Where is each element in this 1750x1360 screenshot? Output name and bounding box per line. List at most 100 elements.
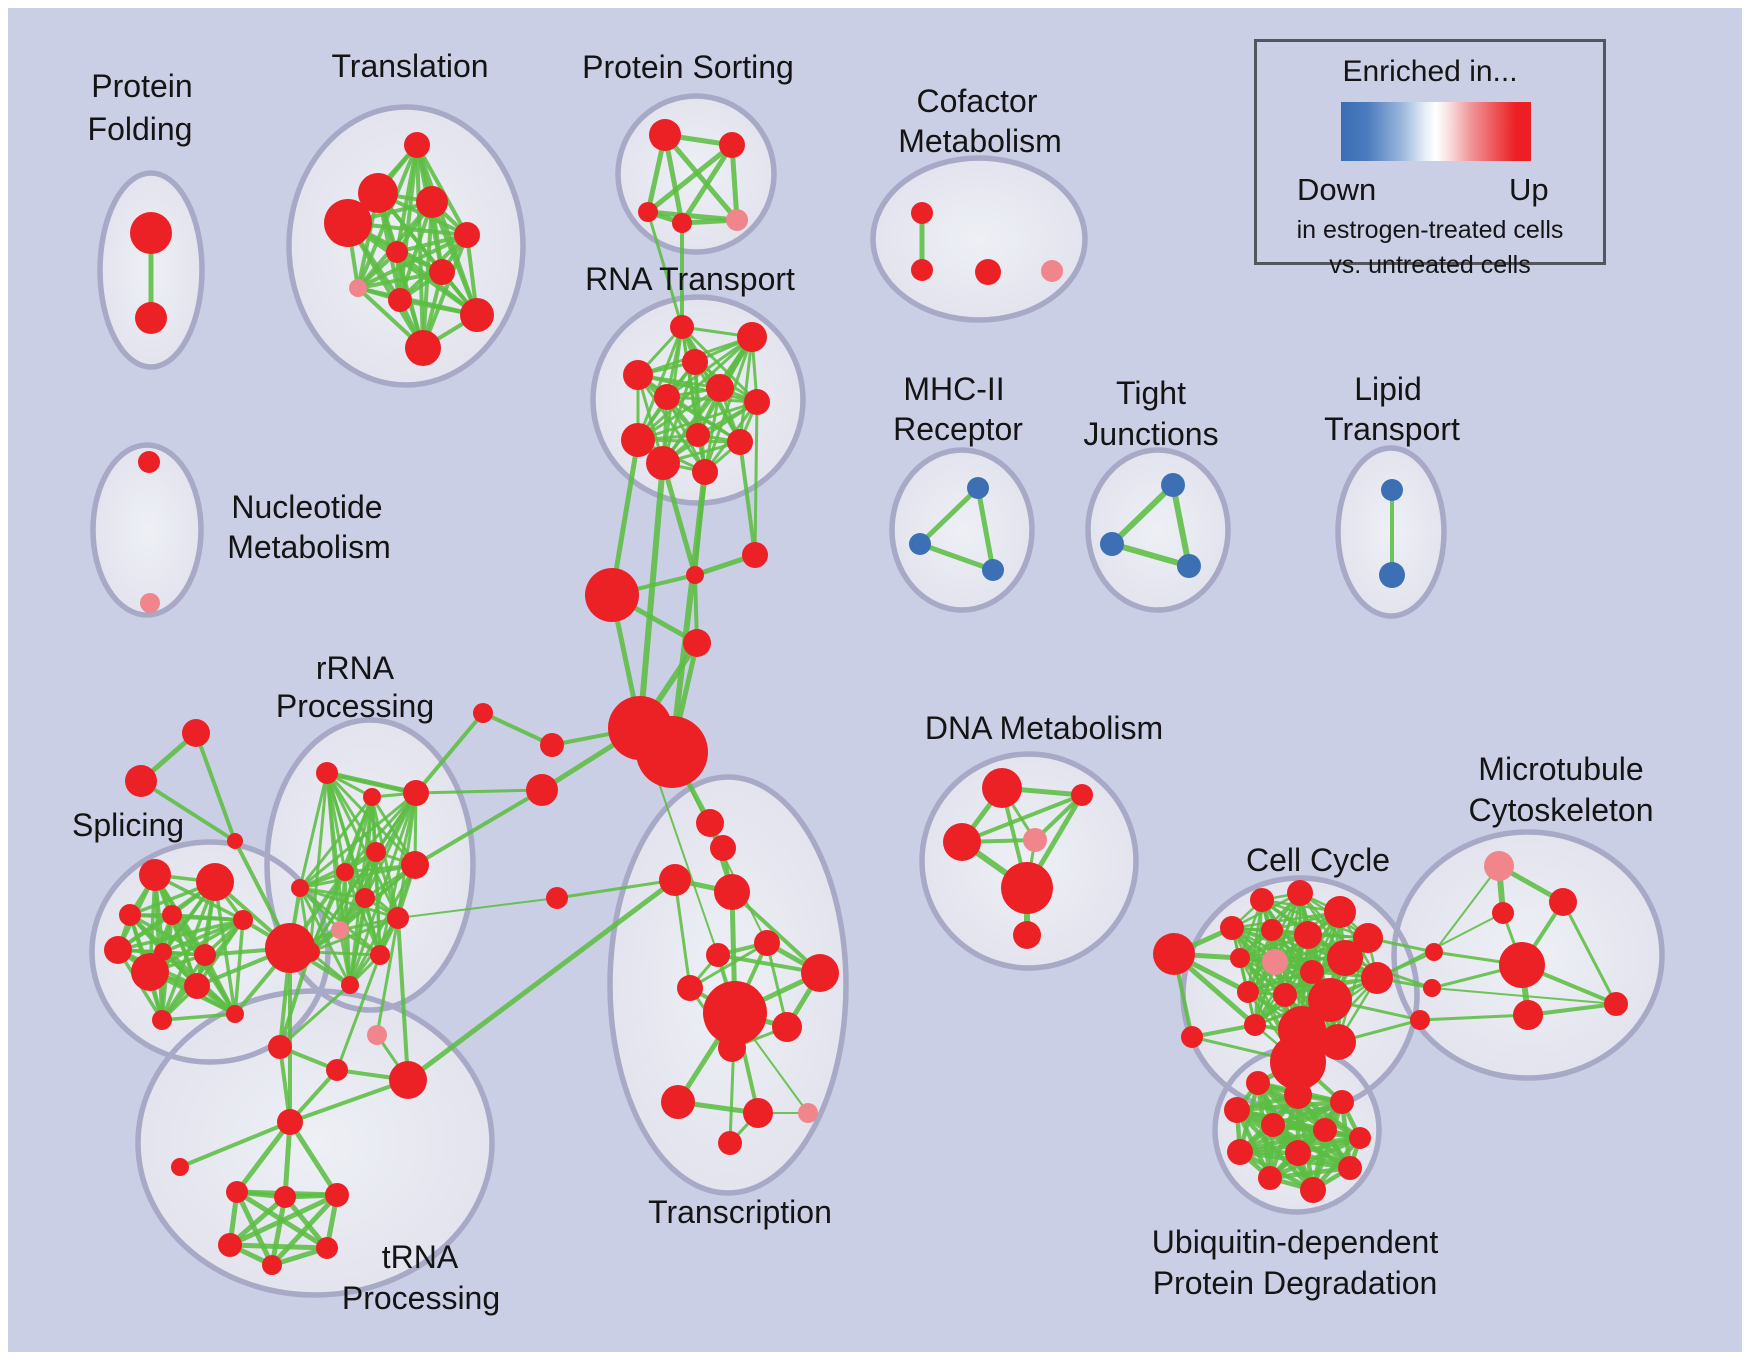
network-node-tl11 bbox=[405, 330, 441, 366]
network-edge bbox=[335, 953, 382, 1072]
network-edge bbox=[325, 771, 400, 920]
network-node-rt10 bbox=[727, 429, 753, 455]
network-edge bbox=[338, 928, 352, 987]
network-node-cc6 bbox=[1261, 919, 1283, 941]
network-node-tc bbox=[277, 1109, 303, 1135]
network-node-st1 bbox=[182, 719, 210, 747]
network-edge bbox=[227, 1194, 288, 1248]
network-node-br1 bbox=[268, 1035, 292, 1059]
network-edge bbox=[1561, 900, 1618, 1006]
network-edge bbox=[203, 953, 237, 1016]
network-node-rr10 bbox=[331, 921, 349, 939]
network-node-dm6 bbox=[1013, 921, 1041, 949]
network-edge bbox=[1267, 1165, 1353, 1181]
cluster-label-trna-processing: Processing bbox=[342, 1280, 500, 1316]
network-edge bbox=[637, 460, 666, 731]
network-edge bbox=[679, 142, 735, 226]
network-edge bbox=[1170, 482, 1192, 569]
network-edge bbox=[356, 233, 469, 290]
legend-subtitle-line2: vs. untreated cells bbox=[1329, 251, 1531, 279]
network-node-ub4 bbox=[1224, 1097, 1250, 1123]
network-node-cc12 bbox=[1300, 960, 1324, 984]
network-node-tl6 bbox=[386, 241, 408, 263]
network-node-st2 bbox=[125, 765, 157, 797]
network-edge bbox=[975, 485, 996, 573]
network-node-rr9 bbox=[387, 907, 409, 929]
network-node-ti bbox=[171, 1158, 189, 1176]
cluster-label-translation: Translation bbox=[331, 48, 488, 84]
network-node-tl1 bbox=[404, 132, 430, 158]
network-node-hr1 bbox=[696, 809, 724, 837]
network-node-cc4 bbox=[1353, 923, 1383, 953]
network-node-cs1 bbox=[1153, 933, 1195, 975]
network-node-lp2 bbox=[1379, 562, 1405, 588]
network-edge bbox=[139, 779, 237, 843]
network-edge bbox=[669, 469, 708, 755]
network-edge bbox=[343, 791, 418, 874]
network-edge bbox=[1230, 926, 1347, 960]
network-node-sp10 bbox=[184, 973, 210, 999]
network-node-rr3 bbox=[403, 780, 429, 806]
network-node-rr5 bbox=[336, 863, 354, 881]
cluster-outline-nucleotide-metabolism bbox=[90, 442, 204, 618]
legend-box: Enriched in... Down Up in estrogen-treat… bbox=[1254, 39, 1606, 279]
legend-up-label: Up bbox=[1509, 172, 1549, 207]
cluster-label-microtubule-cytoskeleton: Microtubule bbox=[1478, 751, 1643, 787]
cluster-label-rna-transport: RNA Transport bbox=[585, 261, 795, 297]
network-node-tx2 bbox=[754, 930, 780, 956]
network-edge bbox=[116, 918, 245, 952]
cluster-label-tight-junctions: Junctions bbox=[1083, 416, 1218, 452]
network-node-sp5 bbox=[233, 910, 253, 930]
cluster-outline-trna-processing bbox=[135, 988, 495, 1298]
network-node-ps5 bbox=[726, 209, 748, 231]
network-node-ub8 bbox=[1227, 1139, 1253, 1165]
network-node-mt3 bbox=[1492, 902, 1514, 924]
network-node-cc3 bbox=[1324, 896, 1356, 928]
network-node-cc1 bbox=[1250, 888, 1274, 912]
network-node-cc9 bbox=[1361, 962, 1393, 994]
network-node-cs2 bbox=[1181, 1026, 1203, 1048]
network-edge bbox=[227, 1242, 330, 1251]
cluster-area-nucleotide-metabolism bbox=[93, 445, 201, 615]
network-edge bbox=[278, 983, 352, 1049]
network-node-cf2 bbox=[911, 259, 933, 281]
network-node-ub1 bbox=[1246, 1071, 1270, 1095]
legend-gradient-bar bbox=[1341, 102, 1531, 161]
network-node-mt4 bbox=[1499, 942, 1545, 988]
network-node-rr1 bbox=[316, 762, 338, 784]
network-node-ub7 bbox=[1349, 1127, 1371, 1149]
network-edge bbox=[298, 886, 400, 920]
network-node-pf2 bbox=[135, 302, 167, 334]
network-edge bbox=[917, 541, 996, 573]
cluster-label-splicing: Splicing bbox=[72, 807, 184, 843]
cluster-outline-cofactor-metabolism bbox=[870, 155, 1088, 323]
network-node-tx4 bbox=[801, 954, 839, 992]
network-edge bbox=[430, 200, 479, 317]
cluster-outline-rna-transport bbox=[590, 294, 806, 506]
network-node-mt6 bbox=[1604, 992, 1628, 1016]
network-edge bbox=[227, 1192, 340, 1248]
network-edge bbox=[356, 270, 444, 290]
network-node-tl2 bbox=[358, 173, 398, 213]
network-node-ub10 bbox=[1338, 1156, 1362, 1180]
network-node-tx3 bbox=[677, 975, 703, 1001]
network-edge bbox=[288, 1078, 410, 1124]
network-edge bbox=[234, 1189, 275, 1268]
network-node-dm2 bbox=[943, 823, 981, 861]
network-edge bbox=[1238, 910, 1342, 960]
network-node-tx8 bbox=[661, 1085, 695, 1119]
network-node-lp1 bbox=[1381, 479, 1403, 501]
network-node-cc19 bbox=[1270, 1034, 1326, 1090]
network-node-rr4 bbox=[366, 842, 386, 862]
cluster-label-transcription: Transcription bbox=[648, 1194, 832, 1230]
network-node-pf1 bbox=[130, 212, 172, 254]
network-node-sp9 bbox=[131, 953, 169, 991]
network-node-rt4 bbox=[623, 360, 653, 390]
network-node-dm5 bbox=[1001, 862, 1053, 914]
network-node-tj1 bbox=[1161, 473, 1185, 497]
network-node-tx1 bbox=[706, 943, 730, 967]
network-node-dm4 bbox=[1023, 828, 1047, 852]
network-node-ch1 bbox=[742, 542, 768, 568]
network-edge bbox=[555, 878, 677, 900]
network-edge bbox=[753, 400, 759, 557]
